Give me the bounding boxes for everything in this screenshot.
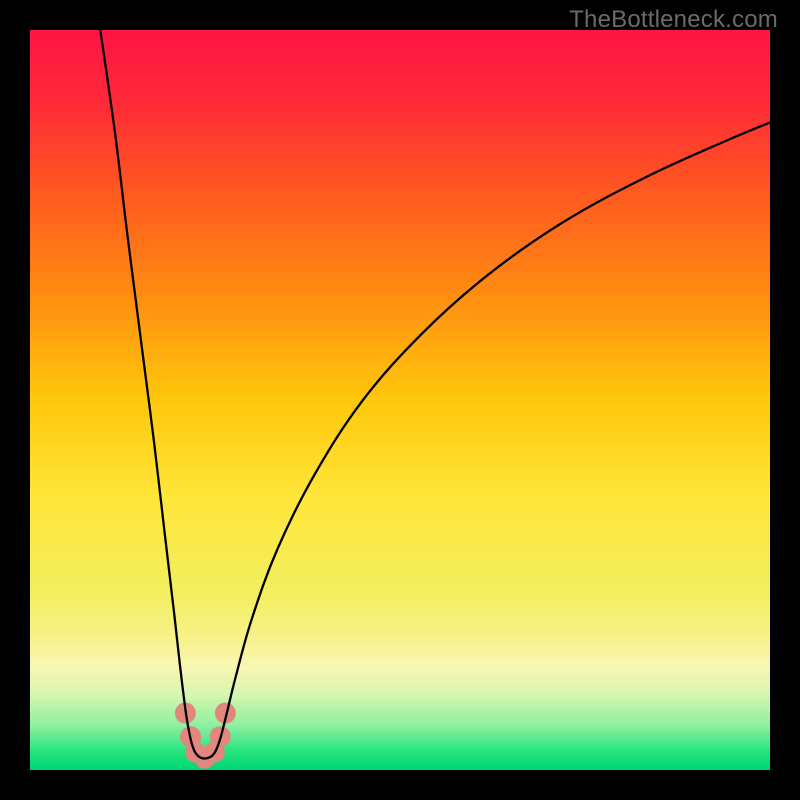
- chart-stage: TheBottleneck.com: [0, 0, 800, 800]
- bottleneck-curve: [30, 30, 770, 770]
- watermark-text: TheBottleneck.com: [569, 6, 778, 34]
- plot-frame: [30, 30, 770, 770]
- curve-left: [100, 30, 198, 756]
- curve-right: [212, 123, 770, 756]
